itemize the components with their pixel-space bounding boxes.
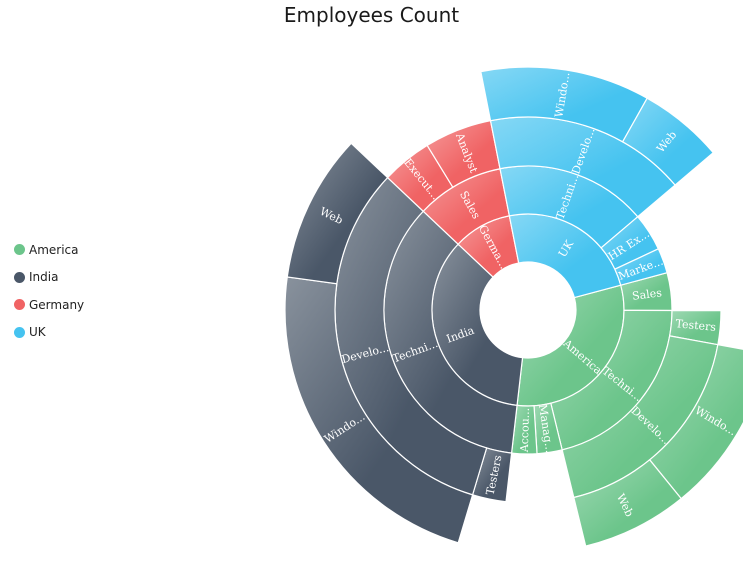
legend-label: Germany: [29, 297, 85, 312]
legend-swatch: [14, 271, 25, 283]
legend-item[interactable]: Germany: [14, 291, 84, 319]
legend-label: India: [29, 270, 59, 285]
legend-label: America: [29, 242, 79, 257]
sunburst-segment[interactable]: [621, 97, 715, 186]
legend-label: UK: [29, 325, 46, 340]
legend-item[interactable]: India: [14, 264, 84, 292]
legend-swatch: [14, 326, 25, 338]
legend-swatch: [14, 244, 25, 256]
legend-item[interactable]: America: [14, 236, 84, 264]
legend-item[interactable]: UK: [14, 319, 84, 347]
segment-label: Sales: [631, 286, 663, 303]
sunburst-segment[interactable]: [614, 248, 668, 286]
sunburst-segment[interactable]: [573, 458, 683, 547]
legend-swatch: [14, 299, 25, 311]
legend: America India Germany UK: [14, 236, 84, 346]
segment-label: Testers: [675, 317, 717, 334]
chart-title: Employees Count: [283, 3, 460, 27]
sunburst-segment[interactable]: [286, 142, 389, 285]
segment-label: Accou...: [518, 408, 532, 454]
